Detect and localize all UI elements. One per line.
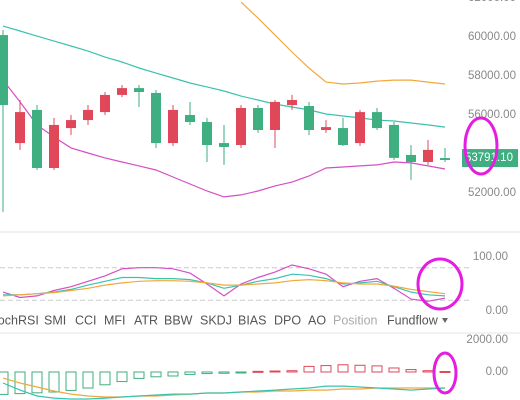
candle-body: [32, 109, 42, 169]
y-tick-label: 60000.00: [468, 31, 516, 43]
highlight-circle: [463, 116, 499, 176]
histogram-bar: [48, 371, 60, 393]
histogram-bar: [167, 371, 179, 377]
candle-body: [287, 99, 297, 106]
histogram-bar: [337, 364, 349, 373]
histogram-bar: [422, 370, 434, 373]
candle-body: [406, 154, 416, 162]
annotations: [416, 116, 499, 395]
histogram-bar: [405, 369, 417, 373]
more-tabs-icon: [442, 318, 448, 323]
indicator-tab[interactable]: AO: [308, 313, 326, 327]
candle-body: [83, 109, 93, 121]
candle-body: [49, 124, 59, 169]
indicator-tab[interactable]: DPO: [274, 313, 301, 327]
candle-body: [134, 88, 144, 92]
histogram-bar: [201, 371, 213, 375]
candle-body: [168, 109, 178, 144]
band-line: [240, 1, 446, 85]
histogram-bar: [31, 371, 43, 394]
histogram-bar: [439, 371, 451, 374]
y-tick-label: 58000.00: [468, 70, 516, 82]
indicator-line: [2, 382, 446, 400]
price-tag: [462, 149, 518, 168]
indicator-tab[interactable]: SKDJ: [200, 313, 232, 327]
indicator-line: [3, 273, 446, 297]
histogram-bar: [286, 370, 298, 373]
candle-body: [15, 112, 25, 144]
histogram-bar: [65, 371, 77, 391]
histogram-bar: [371, 365, 383, 373]
highlight-circle: [432, 351, 458, 395]
y-tick-label: 52000.00: [468, 187, 516, 199]
band-line: [2, 25, 446, 128]
y-tick-label: 0.00: [486, 305, 508, 317]
histogram-bar: [133, 371, 145, 379]
candle-body: [100, 94, 110, 113]
histogram-bar: [116, 371, 128, 383]
histogram-bar: [218, 371, 230, 374]
histogram-bar: [235, 371, 247, 374]
candle-body: [440, 158, 450, 161]
histogram-bar: [320, 365, 332, 373]
candle-body: [304, 106, 314, 131]
histogram-bar: [269, 370, 281, 373]
histogram-bar: [303, 365, 315, 373]
histogram-bar: [184, 371, 196, 375]
indicator-tab[interactable]: MFI: [104, 313, 126, 327]
histogram-bar: [82, 371, 94, 389]
histogram-bar: [150, 371, 162, 378]
candle-body: [117, 88, 127, 95]
indicator-tab[interactable]: BBW: [164, 313, 193, 327]
indicator-tab[interactable]: StochRSI: [0, 313, 39, 327]
indicator-tab: Position: [333, 313, 378, 327]
candle-body: [389, 124, 399, 158]
candle-body: [236, 107, 246, 146]
highlight-circle: [416, 257, 464, 311]
candle-body: [66, 120, 76, 129]
band-line: [2, 79, 446, 198]
candle-body: [338, 128, 348, 146]
indicator-line: [2, 278, 446, 297]
y-tick-label: 0.00: [486, 366, 508, 378]
candle-body: [151, 92, 161, 144]
histogram-bar: [99, 371, 111, 386]
y-tick-label: 2000.00: [466, 334, 508, 346]
candle-body: [372, 112, 382, 129]
y-tick-label: 100.00: [473, 251, 508, 263]
candle-body: [185, 115, 195, 123]
candle-body: [423, 149, 433, 162]
histogram-bar: [388, 367, 400, 373]
histogram-bar: [252, 370, 264, 373]
indicator-tab[interactable]: ATR: [134, 313, 158, 327]
histogram-bar: [354, 364, 366, 373]
indicator-tab[interactable]: SMI: [44, 313, 66, 327]
candle-body: [253, 107, 263, 131]
candle-body: [355, 112, 365, 144]
candle-body: [219, 143, 229, 147]
indicator-tab[interactable]: BIAS: [238, 313, 267, 327]
candle-body: [321, 127, 331, 131]
indicator-tab[interactable]: CCI: [75, 313, 97, 327]
candle-body: [202, 122, 212, 146]
candle-body: [270, 101, 280, 131]
price-tag-label: 53791.10: [465, 152, 513, 164]
candle-body: [0, 35, 8, 106]
y-tick-label: 62000.00: [468, 0, 516, 4]
indicator-tab[interactable]: Fundflow: [387, 313, 439, 327]
indicator-line: [2, 264, 446, 302]
